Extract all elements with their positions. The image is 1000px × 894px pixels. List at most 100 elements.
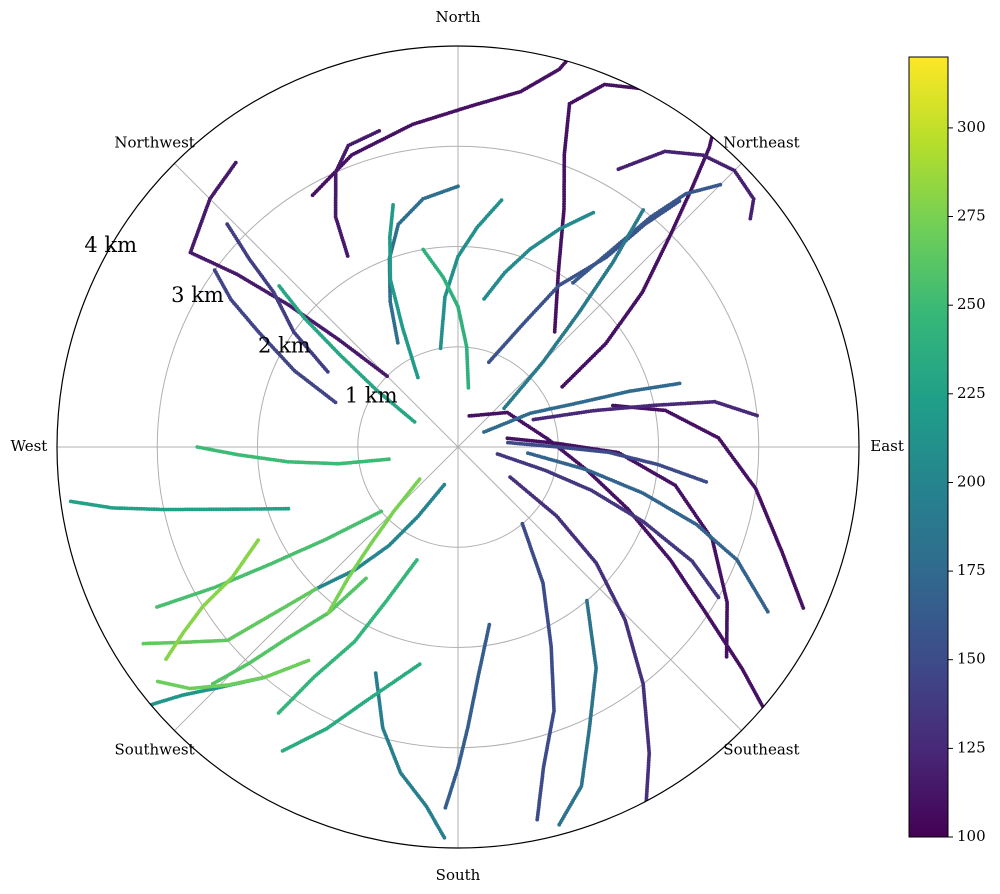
track [373,671,447,840]
track-point [377,129,382,133]
track [487,199,682,365]
colorbar: 100 125 150 175 200 225 250 275 300 [908,56,986,845]
track-point [569,53,574,57]
track-point [557,822,562,827]
track-point [762,708,767,713]
track-point [141,641,146,646]
track-point [714,115,719,120]
track [210,576,368,686]
ring-gridline [257,246,659,648]
ring-label: 4 km [84,233,137,257]
track-point [652,88,656,92]
track-point [765,609,770,614]
track [502,208,646,411]
track-point [535,817,540,822]
polar-outer-spine [56,45,860,849]
track-point [233,160,238,165]
track-point [801,606,806,610]
track [482,210,596,301]
track-point [716,595,721,600]
track-point [724,654,729,659]
track-point [195,445,200,449]
track-point [659,88,664,93]
direction-label: Northwest [114,134,194,152]
direction-label: South [436,866,481,884]
direction-label: Southwest [115,740,195,758]
track-point [711,127,716,131]
direction-label: Northeast [723,134,800,152]
track-point [713,122,717,127]
ring-gridline [156,145,760,749]
track-point [766,714,771,719]
track [520,521,556,822]
track-point [649,87,654,92]
track-point [677,381,682,386]
track [387,203,420,380]
track [421,247,471,390]
track-point [391,203,395,207]
track-point [442,835,447,840]
track [438,198,504,351]
colorbar-tick-label: 225 [957,384,986,402]
track-point [164,657,168,661]
track-point [68,499,73,504]
track [195,445,391,466]
track [506,440,709,484]
track-point [574,47,579,52]
track-point [715,113,720,118]
ring-label: 1 km [345,383,398,407]
track-point [647,87,652,92]
direction-label: North [435,8,480,26]
track-point [277,284,282,288]
track-point [568,54,572,59]
track [531,399,759,422]
direction-label: Southeast [723,740,799,758]
track [155,658,311,691]
track-point [641,208,646,212]
track-point [591,210,596,215]
track-point [280,749,285,753]
track-point [718,182,723,187]
colorbar-tick-label: 250 [957,295,986,313]
track [526,451,770,614]
track-point [711,129,716,134]
track-point [712,124,717,129]
track-point [764,710,768,715]
direction-label: West [11,437,48,455]
track [482,381,682,434]
colorbar-tick-label: 275 [957,207,986,225]
track-point [714,117,718,122]
ring-label: 3 km [171,283,224,307]
track-point [755,413,759,418]
direction-label: East [870,437,904,455]
colorbar-tick-label: 300 [957,118,986,136]
track-point [421,247,426,252]
track [164,538,260,661]
track-point [326,611,331,615]
colorbar-tick-label: 150 [957,650,986,668]
track [277,284,417,424]
track [188,160,389,378]
track-point [456,184,460,189]
track [495,452,721,600]
ring-label: 2 km [258,333,311,357]
colorbar-tick-label: 125 [957,738,986,756]
track-point [710,131,715,136]
track [557,598,598,827]
track [280,662,422,753]
track-point [748,216,753,221]
track [310,46,583,198]
track [571,182,723,285]
track [141,586,319,646]
track-point [645,87,649,92]
polar-frame [56,45,860,849]
track-point [579,46,583,47]
track [467,410,771,719]
axis-labels: North Northeast East Southeast South Southwes… [11,8,904,884]
track-point [572,49,577,54]
track [225,222,330,374]
track [616,149,756,221]
track-point [499,198,504,203]
track-point [566,56,571,61]
track [333,129,382,258]
